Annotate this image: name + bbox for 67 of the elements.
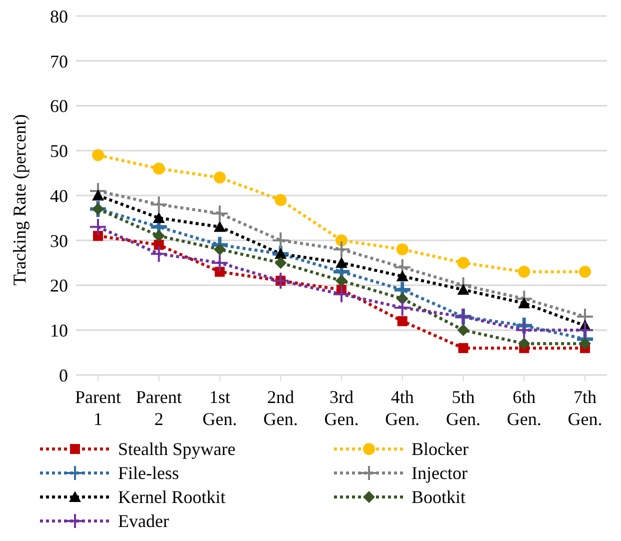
point: [458, 343, 468, 354]
point: [396, 243, 408, 256]
y-tick-label: 60: [50, 96, 68, 116]
legend-label: File-less: [118, 462, 179, 484]
y-tick-label: 70: [50, 51, 68, 72]
x-tick-label: Parent 2: [136, 387, 182, 429]
point: [93, 230, 103, 241]
point: [393, 298, 412, 317]
x-tick-label: 2nd Gen.: [263, 387, 298, 429]
legend-label: Injector: [412, 462, 468, 484]
point: [88, 199, 108, 219]
point: [150, 244, 168, 263]
point: [272, 231, 290, 250]
point: [518, 338, 530, 350]
y-tick-label: 50: [50, 141, 68, 162]
point: [152, 230, 165, 242]
point: [214, 172, 226, 184]
point: [336, 274, 348, 287]
point: [274, 194, 287, 206]
point: [397, 316, 408, 326]
y-tick-label: 30: [50, 230, 68, 251]
x-tick-label: 1st Gen.: [202, 387, 237, 429]
point: [92, 149, 104, 162]
y-tick-label: 20: [50, 276, 68, 296]
point: [332, 285, 350, 304]
legend-label: Blocker: [412, 438, 468, 460]
point: [92, 190, 104, 200]
point: [274, 256, 287, 269]
point: [210, 204, 229, 222]
y-axis-title: Tracking Rate (percent): [9, 114, 30, 286]
point: [214, 220, 226, 232]
point: [518, 297, 530, 308]
point: [396, 270, 408, 282]
x-tick-label: 4th Gen.: [385, 387, 420, 429]
y-tick-label: 40: [50, 186, 68, 206]
point: [457, 324, 470, 336]
point: [92, 202, 104, 215]
point: [518, 266, 530, 278]
y-tick-label: 10: [50, 320, 68, 341]
x-tick-label: 3rd Gen.: [324, 387, 359, 429]
x-tick-label: 7th Gen.: [568, 387, 602, 429]
point: [332, 240, 350, 258]
point: [210, 254, 229, 272]
legend-label: Kernel Rootkit: [118, 486, 226, 508]
point: [579, 266, 591, 278]
point: [214, 266, 225, 277]
legend-label: Evader: [118, 510, 169, 532]
point: [457, 256, 470, 269]
point: [150, 195, 168, 214]
point: [515, 321, 534, 340]
point: [272, 272, 290, 290]
point: [152, 212, 165, 223]
point: [579, 338, 591, 350]
y-tick-label: 80: [50, 6, 68, 26]
point: [152, 162, 165, 175]
point: [214, 243, 226, 256]
x-tick-label: 5th Gen.: [446, 387, 480, 429]
point: [457, 284, 470, 295]
point: [274, 248, 287, 259]
x-tick-label: 6th Gen.: [506, 387, 542, 429]
y-tick-label: 0: [59, 365, 68, 386]
point: [336, 256, 348, 268]
legend-label: Bootkit: [412, 486, 466, 508]
legend-label: Stealth Spyware: [118, 438, 236, 460]
point: [336, 234, 348, 246]
point: [89, 218, 107, 236]
x-tick-label: Parent 1: [75, 387, 121, 429]
